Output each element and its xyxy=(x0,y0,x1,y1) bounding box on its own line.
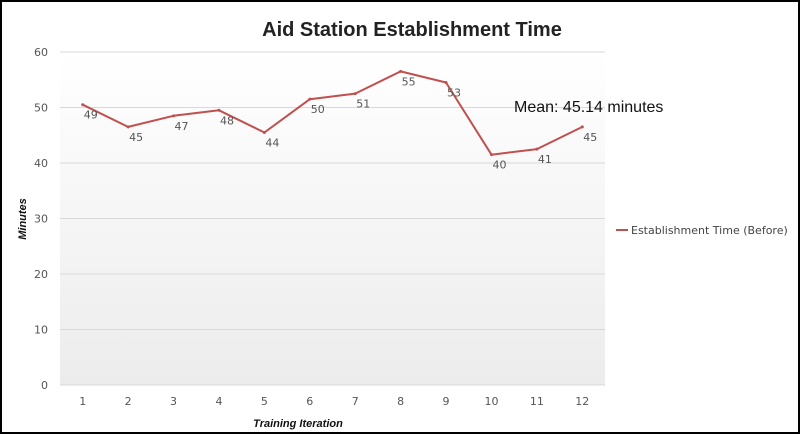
series-line xyxy=(82,70,583,156)
data-label: 53 xyxy=(447,87,461,100)
data-label: 50 xyxy=(311,103,325,116)
x-tick-label: 12 xyxy=(575,395,589,408)
x-tick-label: 7 xyxy=(352,395,359,408)
data-point xyxy=(126,125,130,129)
data-label: 48 xyxy=(220,114,234,127)
x-tick-label: 5 xyxy=(261,395,268,408)
series-group xyxy=(81,69,584,157)
data-point xyxy=(399,69,403,73)
data-point xyxy=(444,81,448,85)
y-tick-label: 0 xyxy=(41,379,48,392)
x-tick-label: 2 xyxy=(125,395,132,408)
y-axis-label: Minutes xyxy=(17,198,29,240)
data-point xyxy=(353,92,357,96)
x-tick-label: 8 xyxy=(397,395,404,408)
data-point xyxy=(308,97,312,101)
y-tick-label: 40 xyxy=(34,157,48,170)
data-point xyxy=(217,108,221,112)
data-point xyxy=(81,103,85,107)
legend-label: Establishment Time (Before) xyxy=(631,224,788,237)
data-point xyxy=(172,114,176,118)
y-tick-label: 50 xyxy=(34,102,48,115)
data-label: 51 xyxy=(356,98,370,111)
legend[interactable]: Establishment Time (Before) xyxy=(616,224,788,237)
y-tick-label: 30 xyxy=(34,213,48,226)
x-tick-label: 11 xyxy=(530,395,544,408)
data-label: 40 xyxy=(492,159,506,172)
data-point xyxy=(580,125,584,129)
gridlines xyxy=(60,51,605,386)
data-label: 55 xyxy=(402,75,416,88)
data-label: 45 xyxy=(129,131,143,144)
x-tick-label: 3 xyxy=(170,395,177,408)
data-label: 41 xyxy=(538,153,552,166)
data-point xyxy=(262,130,266,134)
data-label: 47 xyxy=(175,120,189,133)
data-point xyxy=(489,153,493,157)
data-label: 49 xyxy=(84,109,98,122)
x-axis-label: Training Iteration xyxy=(253,418,343,430)
x-axis-ticks: 1 2 3 4 5 6 7 8 9 10 11 12 xyxy=(79,395,589,408)
chart-title: Aid Station Establishment Time xyxy=(262,19,562,41)
mean-annotation: Mean: 45.14 minutes xyxy=(514,99,663,116)
y-axis-ticks: 0 10 20 30 40 50 60 xyxy=(34,46,48,392)
x-tick-label: 9 xyxy=(443,395,450,408)
x-tick-label: 6 xyxy=(306,395,313,408)
data-point xyxy=(535,147,539,151)
x-tick-label: 1 xyxy=(79,395,86,408)
data-labels: 49 45 47 48 44 50 51 55 53 40 41 45 xyxy=(84,75,598,171)
data-label: 45 xyxy=(583,131,597,144)
data-label: 44 xyxy=(265,136,279,149)
y-tick-label: 60 xyxy=(34,46,48,59)
x-tick-label: 10 xyxy=(484,395,498,408)
x-tick-label: 4 xyxy=(215,395,222,408)
y-tick-label: 10 xyxy=(34,324,48,337)
y-tick-label: 20 xyxy=(34,268,48,281)
